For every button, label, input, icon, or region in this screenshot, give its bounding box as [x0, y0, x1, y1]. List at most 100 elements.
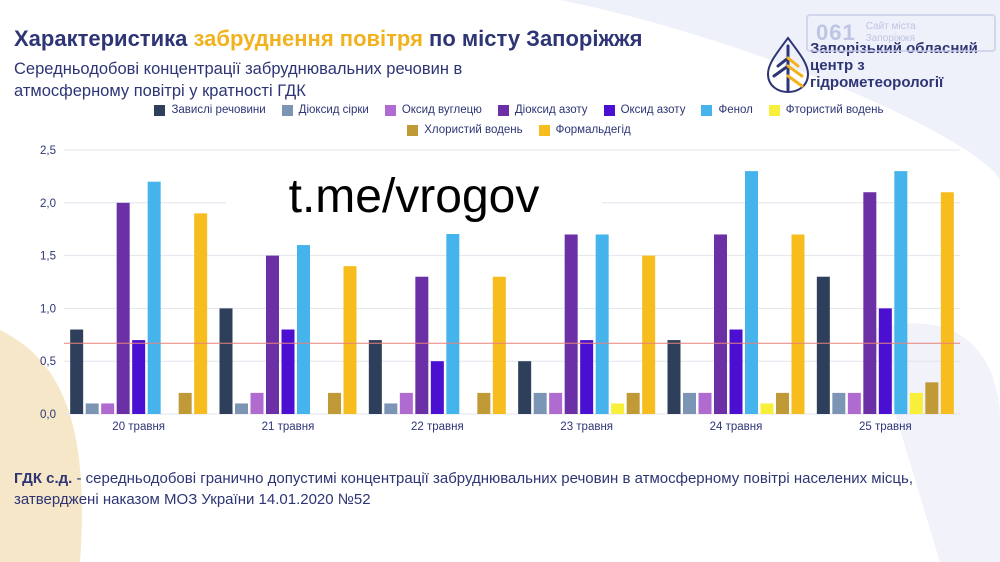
- y-tick-label: 2,0: [40, 198, 56, 210]
- legend-item: Фенол: [701, 104, 753, 116]
- title-highlight: забруднення повітря: [193, 26, 423, 51]
- legend-item: Діоксид азоту: [497, 104, 588, 116]
- bar: [698, 392, 712, 414]
- bar: [549, 392, 563, 414]
- bar-chart: 0,0 0,5 1,0 1,5 2,0 2,5 20 травня 21 травня 22 т…: [40, 145, 960, 433]
- bar: [492, 276, 506, 414]
- bar: [595, 234, 609, 414]
- legend-swatch: [407, 124, 419, 136]
- bar: [642, 255, 656, 414]
- legend-item: Оксид азоту: [603, 104, 685, 116]
- x-tick-label: 25 травня: [859, 421, 912, 433]
- bar: [399, 392, 413, 414]
- bar: [518, 361, 532, 414]
- watermark-line1: Сайт міста: [865, 21, 916, 32]
- legend-label: Формальдегід: [555, 124, 631, 136]
- bar: [894, 171, 908, 414]
- drop-leaf-logo-icon: [766, 36, 810, 94]
- bar: [250, 392, 264, 414]
- bar: [328, 392, 341, 414]
- bar: [714, 234, 727, 414]
- promo-overlay-text: t.me/vrogov: [226, 160, 602, 234]
- bar: [791, 234, 805, 414]
- legend-item: Формальдегід: [538, 124, 631, 136]
- bar: [683, 392, 696, 414]
- organization-name: Запорізький обласний центр з гідрометеор…: [810, 40, 978, 91]
- bar: [729, 329, 743, 414]
- bar: [446, 223, 460, 414]
- bar: [580, 340, 594, 414]
- bar: [101, 403, 115, 414]
- legend-label: Діоксид азоту: [514, 104, 588, 116]
- bar: [745, 171, 758, 414]
- bar: [533, 392, 547, 414]
- footnote-term: ГДК с.д.: [14, 470, 73, 487]
- bar: [816, 276, 830, 414]
- legend-swatch: [154, 104, 166, 116]
- bar: [776, 392, 789, 414]
- bar: [368, 340, 382, 414]
- bar: [297, 245, 310, 414]
- watermark-number: 061: [816, 20, 856, 45]
- bar: [909, 392, 923, 414]
- bar: [219, 308, 233, 414]
- bar: [878, 308, 892, 414]
- bar: [70, 329, 84, 414]
- bar: [940, 192, 954, 414]
- x-tick-label: 22 травня: [411, 421, 464, 433]
- bar: [116, 202, 130, 414]
- bar: [384, 403, 398, 414]
- legend-swatch: [701, 104, 713, 116]
- bar: [343, 266, 357, 414]
- bar: [178, 392, 192, 414]
- bar: [266, 255, 279, 414]
- legend-swatch: [281, 104, 293, 116]
- y-tick-label: 1,5: [40, 251, 56, 263]
- legend-label: Фтористий водень: [785, 104, 884, 116]
- bar: [832, 392, 846, 414]
- bar: [667, 340, 681, 414]
- legend-swatch: [538, 124, 550, 136]
- legend-swatch: [603, 104, 615, 116]
- bar: [847, 392, 861, 414]
- legend-label: Оксид вуглецю: [401, 104, 482, 116]
- title-part2: по місту Запоріжжя: [422, 26, 643, 51]
- x-tick-label: 24 травня: [710, 421, 763, 433]
- x-tick-label: 21 травня: [262, 421, 315, 433]
- title-part1: Характеристика: [14, 26, 194, 51]
- bar: [611, 403, 625, 414]
- legend-label: Завислі речовини: [171, 104, 266, 116]
- legend-item: Фтористий водень: [768, 104, 884, 116]
- bar: [760, 403, 774, 414]
- y-tick-label: 0,0: [40, 409, 56, 421]
- legend-label: Фенол: [718, 104, 753, 116]
- legend-item: Оксид вуглецю: [384, 104, 482, 116]
- bar: [430, 361, 444, 414]
- y-tick-label: 0,5: [40, 356, 56, 368]
- chart-subtitle: Середньодобові концентрації забруднюваль…: [14, 60, 463, 100]
- bar: [564, 234, 578, 414]
- bar: [235, 403, 248, 414]
- chart-legend: Завислі речовини Діоксид сірки Оксид вугле…: [124, 104, 914, 136]
- legend-item: Хлористий водень: [407, 124, 523, 136]
- bar: [281, 329, 295, 414]
- bar: [132, 340, 146, 414]
- site-watermark: 061 Сайт міста Запоріжжя: [806, 14, 996, 52]
- bar: [863, 192, 877, 414]
- legend-label: Діоксид сірки: [298, 104, 369, 116]
- legend-swatch: [384, 104, 396, 116]
- bar: [147, 181, 161, 414]
- bar: [477, 392, 491, 414]
- bar: [415, 276, 429, 414]
- legend-swatch: [497, 104, 509, 116]
- bar: [925, 382, 939, 414]
- bar: [626, 392, 640, 414]
- legend-swatch: [768, 104, 780, 116]
- watermark-text: Сайт міста Запоріжжя: [866, 21, 916, 45]
- y-tick-label: 1,0: [40, 303, 56, 315]
- chart-title: Характеристика забруднення повітря по мі…: [14, 26, 643, 52]
- footnote-text: - середньодобові гранично допустимі конц…: [14, 470, 914, 508]
- x-tick-label: 23 травня: [560, 421, 613, 433]
- bar: [194, 213, 208, 414]
- legend-item: Діоксид сірки: [281, 104, 369, 116]
